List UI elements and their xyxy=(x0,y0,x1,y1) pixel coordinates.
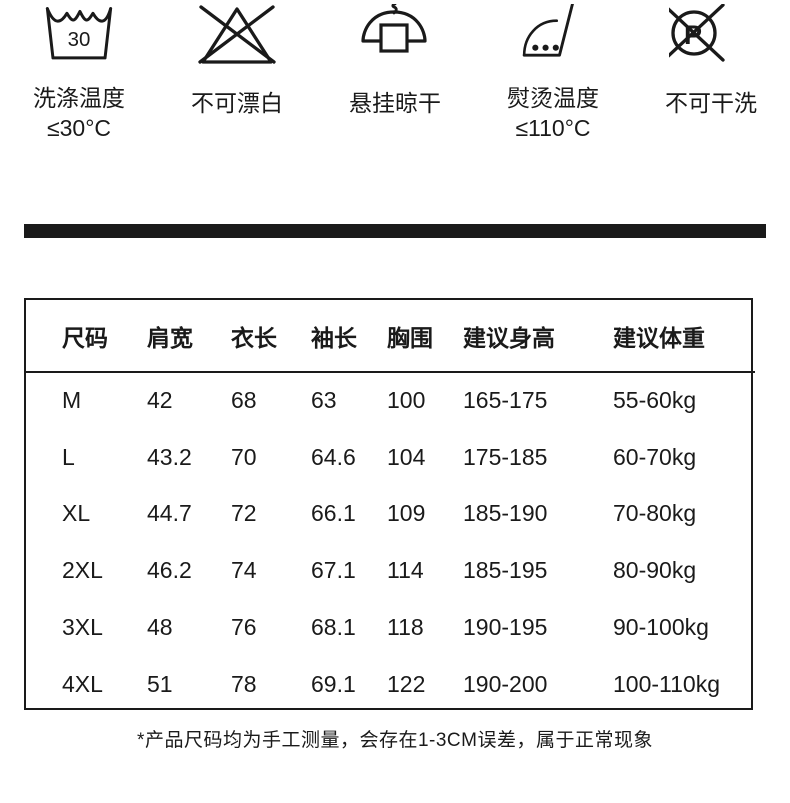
svg-text:30: 30 xyxy=(68,28,91,51)
